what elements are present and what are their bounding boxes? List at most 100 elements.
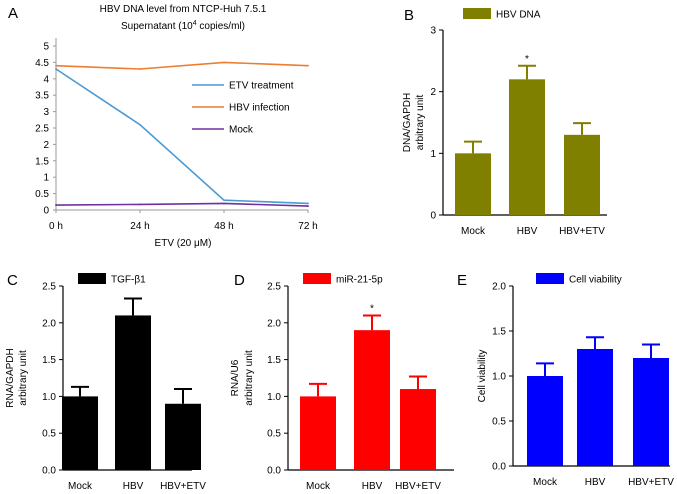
x-tick-label: 48 h: [214, 221, 233, 232]
y-axis-title: arbitrary unit: [244, 350, 255, 406]
panel-letter-d: D: [234, 272, 245, 289]
x-tick-label: Mock: [533, 477, 558, 488]
bar-mock: [300, 396, 336, 470]
y-tick-label: 2.0: [267, 318, 281, 329]
legend-swatch: [463, 8, 491, 19]
y-tick-label: 5: [43, 42, 49, 53]
y-tick-label: 0.0: [42, 466, 56, 477]
x-tick-label: HBV+ETV: [628, 477, 674, 488]
y-tick-label: 1.5: [267, 355, 281, 366]
legend-swatch: [303, 273, 331, 284]
y-tick-label: 2.0: [42, 318, 56, 329]
chart-subtitle: Supernatant (104 copies/ml): [121, 20, 245, 32]
y-tick-label: 0.0: [267, 466, 281, 477]
y-tick-label: 1.5: [35, 156, 49, 167]
legend-swatch: [536, 273, 564, 284]
y-tick-label: 3.5: [35, 91, 49, 102]
legend-label: miR-21-5p: [336, 275, 383, 286]
bar-mock: [62, 396, 98, 470]
series-line-hbv-infection: [55, 61, 309, 70]
panel-letter-a: A: [8, 5, 18, 22]
data-point: [223, 202, 225, 205]
data-point: [55, 68, 57, 70]
y-axis-title: DNA/GAPDH: [402, 93, 413, 152]
series-line-etv-treatment: [55, 68, 309, 205]
y-tick-label: 0.5: [492, 417, 506, 428]
y-tick-label: 0: [43, 206, 49, 217]
data-point: [307, 202, 309, 205]
bar-mock: [455, 153, 491, 215]
y-tick-label: 1.0: [42, 392, 56, 403]
subtitle-prefix: Supernatant (10: [121, 21, 193, 32]
bar-hbv-etv: [400, 389, 436, 470]
significance-marker: *: [370, 303, 374, 314]
chart-title: HBV DNA level from NTCP-Huh 7.5.1: [100, 4, 267, 15]
x-tick-label: HBV: [585, 477, 606, 488]
bar-mock: [527, 376, 563, 466]
y-axis-title: arbitrary unit: [18, 350, 29, 406]
x-tick-label: HBV: [517, 226, 538, 237]
panel-letter-c: C: [7, 272, 18, 289]
x-axis-title: ETV (20 μM): [155, 238, 212, 249]
data-point: [55, 64, 57, 67]
y-tick-label: 0.5: [42, 429, 56, 440]
legend-label: TGF-β1: [111, 275, 146, 286]
panel-letter-b: B: [404, 7, 414, 24]
x-tick-label: HBV: [362, 481, 383, 492]
x-tick-label: HBV+ETV: [160, 481, 206, 492]
x-tick-label: HBV+ETV: [559, 226, 605, 237]
x-tick-label: Mock: [68, 481, 93, 492]
y-tick-label: 0.0: [492, 462, 506, 473]
panel-letter-e: E: [457, 272, 467, 289]
y-tick-label: 1.0: [267, 392, 281, 403]
data-point: [55, 204, 57, 206]
data-point: [223, 199, 225, 202]
bar-hbv: [354, 330, 390, 470]
legend-label: HBV infection: [229, 103, 290, 114]
bar-hbv: [577, 349, 613, 466]
bar-hbv: [509, 79, 545, 215]
y-tick-label: 1.5: [42, 355, 56, 366]
y-tick-label: 1: [43, 173, 49, 184]
y-tick-label: 0: [430, 211, 436, 222]
data-point: [139, 68, 141, 70]
y-tick-label: 0.5: [267, 429, 281, 440]
data-point: [139, 203, 141, 206]
x-tick-label: 24 h: [130, 221, 149, 232]
legend-swatch: [78, 273, 106, 284]
y-tick-label: 0.5: [35, 189, 49, 200]
x-tick-label: 0 h: [49, 221, 63, 232]
y-tick-label: 4: [43, 74, 49, 85]
bar-hbv-etv: [165, 403, 201, 470]
y-tick-label: 2.5: [35, 124, 49, 135]
y-axis-title: Cell viability: [477, 350, 488, 403]
y-tick-label: 3: [430, 26, 436, 37]
y-axis-title: RNA/GAPDH: [5, 348, 16, 407]
x-tick-label: 72 h: [298, 221, 317, 232]
y-tick-label: 3: [43, 107, 49, 118]
data-point: [139, 123, 141, 126]
y-tick-label: 4.5: [35, 58, 49, 69]
y-tick-label: 2.5: [42, 282, 56, 293]
legend-label: HBV DNA: [496, 10, 541, 21]
x-tick-label: HBV+ETV: [395, 481, 441, 492]
legend-label: ETV treatment: [229, 81, 294, 92]
y-tick-label: 1: [430, 149, 436, 160]
y-axis-title: RNA/U6: [230, 359, 241, 396]
y-tick-label: 1.5: [492, 327, 506, 338]
x-tick-label: Mock: [306, 481, 331, 492]
data-point: [223, 61, 225, 64]
significance-marker: *: [525, 54, 529, 65]
series-line-mock: [55, 202, 309, 207]
y-tick-label: 2.0: [492, 282, 506, 293]
y-tick-label: 2.5: [267, 282, 281, 293]
y-tick-label: 2: [430, 87, 436, 98]
subtitle-suffix: copies/ml): [197, 21, 245, 32]
bar-hbv-etv: [564, 134, 600, 215]
legend-label: Cell viability: [569, 275, 622, 286]
bar-hbv: [115, 315, 151, 470]
y-tick-label: 2: [43, 140, 49, 151]
subtitle-exponent: 4: [193, 20, 197, 27]
